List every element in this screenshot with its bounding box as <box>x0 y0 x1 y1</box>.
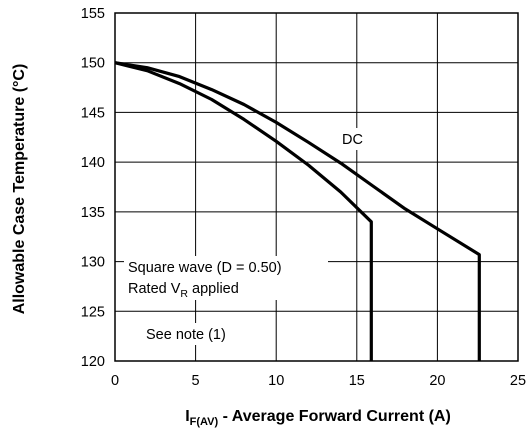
x-tick-label-20: 20 <box>429 373 445 389</box>
y-tick-label-145: 145 <box>81 105 105 121</box>
series-line-dc <box>114 61 481 361</box>
rated-vr-label: Rated VR applied <box>128 281 239 300</box>
y-tick-label-150: 150 <box>81 56 105 72</box>
y-tick-label-135: 135 <box>81 205 105 221</box>
x-tick-label-0: 0 <box>111 373 119 389</box>
legend-background <box>124 256 328 300</box>
y-tick-label-155: 155 <box>81 6 105 22</box>
series-line-square-wave <box>114 61 373 361</box>
y-tick-label-130: 130 <box>81 255 105 271</box>
x-tick-label-15: 15 <box>349 373 365 389</box>
y-tick-labels: 120 125 130 135 140 145 150 155 <box>81 6 105 370</box>
y-axis-title: Allowable Case Temperature (°C) <box>11 64 28 315</box>
grid-lines <box>115 13 518 361</box>
see-note-label: See note (1) <box>146 327 226 343</box>
dc-label-background <box>339 128 373 150</box>
x-axis-title: IF(AV) - Average Forward Current (A) <box>185 408 451 428</box>
y-tick-label-140: 140 <box>81 155 105 171</box>
x-tick-label-10: 10 <box>268 373 284 389</box>
curves <box>114 61 481 361</box>
x-tick-labels: 0 5 10 15 20 25 <box>111 373 526 389</box>
y-tick-label-125: 125 <box>81 304 105 320</box>
y-tick-label-120: 120 <box>81 354 105 370</box>
note-background <box>142 323 238 345</box>
x-tick-label-25: 25 <box>510 373 526 389</box>
x-tick-label-5: 5 <box>192 373 200 389</box>
plot-frame <box>114 12 519 362</box>
dc-label: DC <box>342 132 363 148</box>
square-wave-label: Square wave (D = 0.50) <box>128 260 282 276</box>
